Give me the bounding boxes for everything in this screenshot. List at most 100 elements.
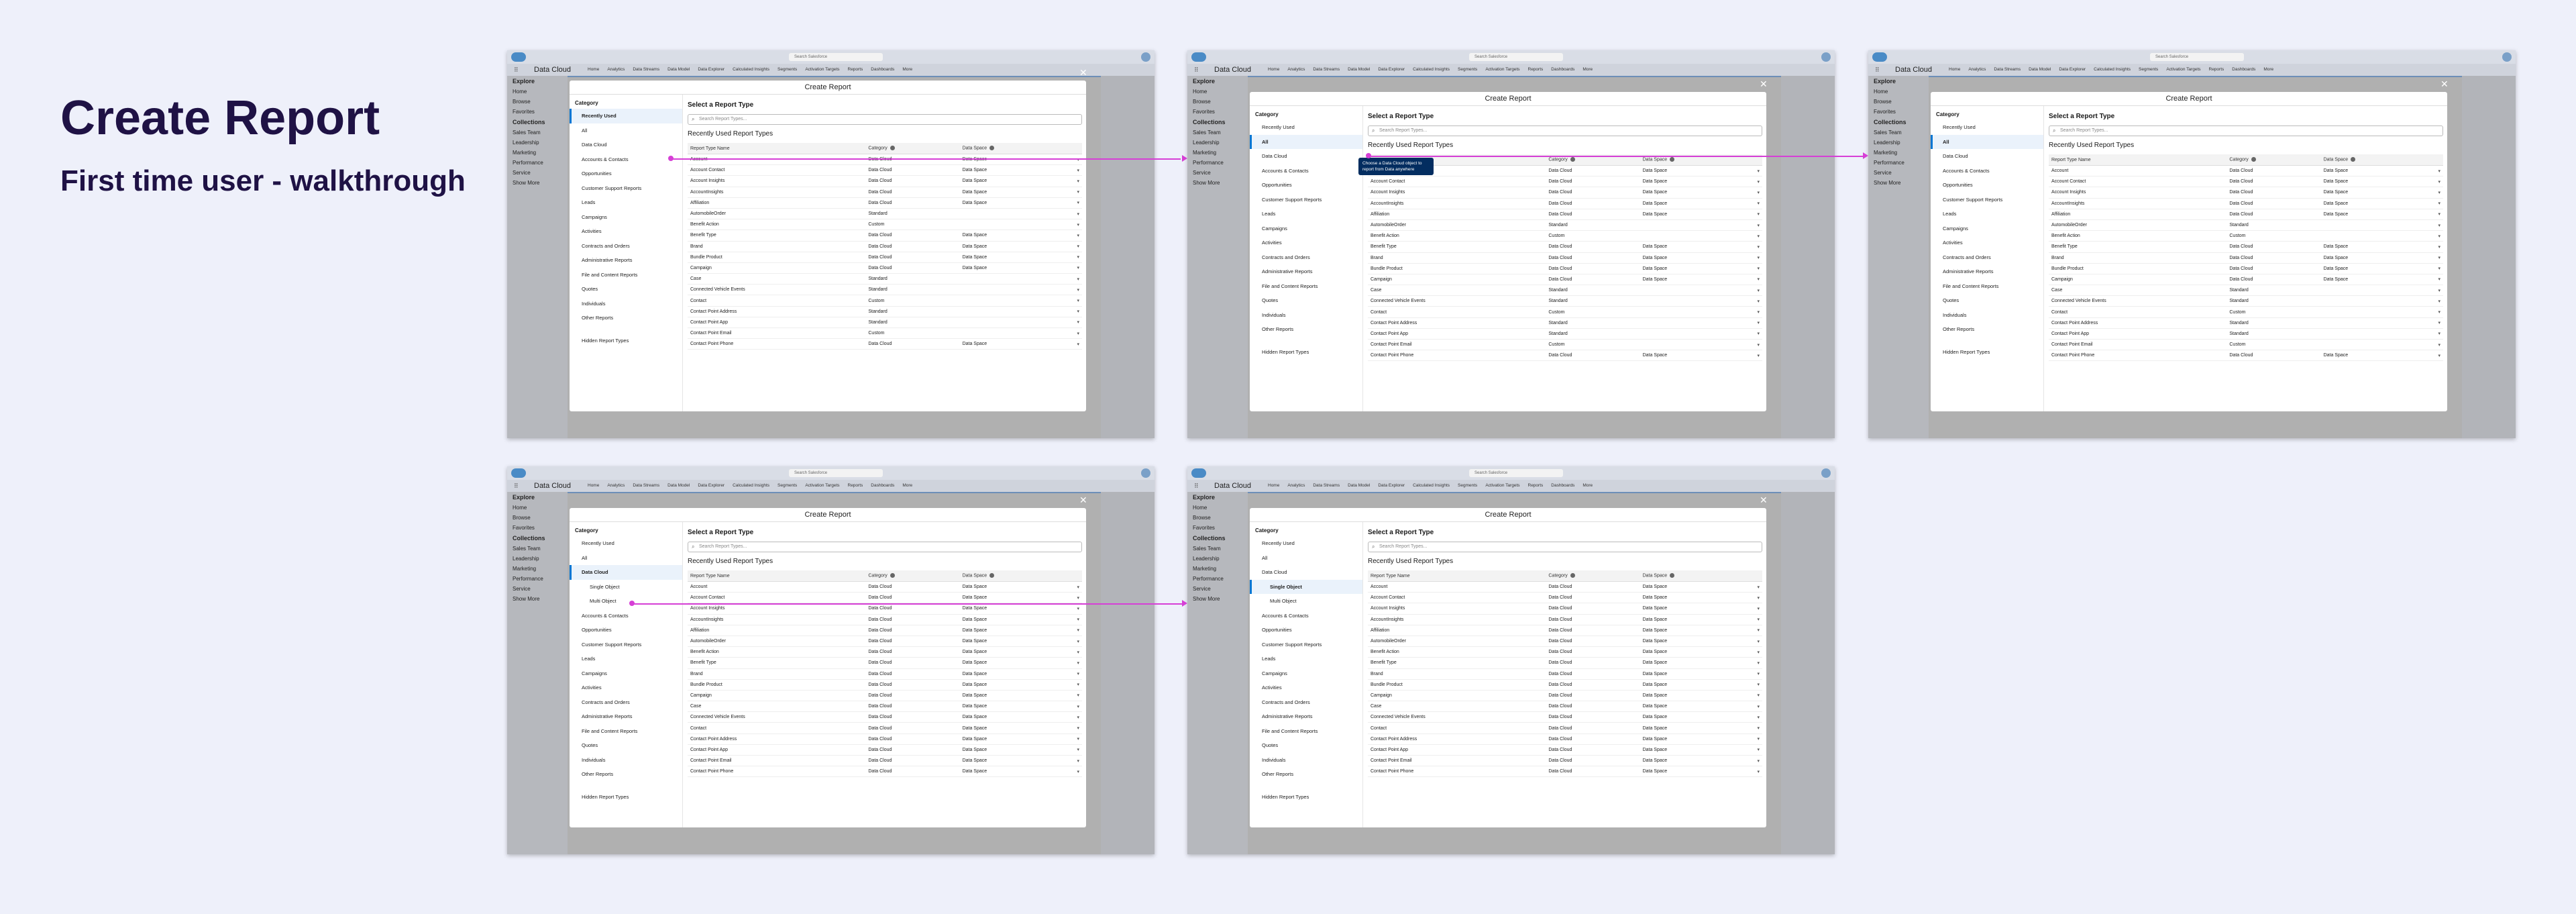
sidebar-item[interactable]: Sales Team xyxy=(513,546,541,552)
table-row[interactable]: Brand Data Cloud Data Space ▾ xyxy=(2049,252,2443,264)
table-row[interactable]: Benefit Action Data Cloud Data Space ▾ xyxy=(1368,646,1762,658)
table-row[interactable]: Account Insights Data Cloud Data Space ▾ xyxy=(1368,187,1762,199)
row-menu-chevron-down-icon[interactable]: ▾ xyxy=(1750,657,1762,669)
sidebar-item[interactable]: Performance xyxy=(513,576,543,582)
category-item[interactable]: Individuals xyxy=(582,756,606,763)
table-row[interactable]: Campaign Data Cloud Data Space ▾ xyxy=(688,262,1082,274)
table-row[interactable]: Campaign Data Cloud Data Space ▾ xyxy=(1368,274,1762,286)
nav-tab[interactable]: Data Streams xyxy=(1313,67,1340,72)
row-menu-chevron-down-icon[interactable]: ▾ xyxy=(1750,295,1762,307)
row-menu-chevron-down-icon[interactable]: ▾ xyxy=(1070,175,1082,187)
table-row[interactable]: Account Contact Data Cloud Data Space ▾ xyxy=(2049,176,2443,188)
row-menu-chevron-down-icon[interactable]: ▾ xyxy=(1750,317,1762,329)
category-item[interactable]: Quotes xyxy=(582,742,598,748)
nav-tab[interactable]: Data Model xyxy=(2029,67,2051,72)
category-item[interactable]: Quotes xyxy=(1262,297,1279,303)
row-menu-chevron-down-icon[interactable]: ▾ xyxy=(2431,339,2443,351)
sidebar-item[interactable]: Favorites xyxy=(1193,109,1215,115)
category-item[interactable]: Activities xyxy=(582,228,602,234)
sidebar-item[interactable]: Service xyxy=(513,170,531,176)
table-row[interactable]: Contact Point App Standard ▾ xyxy=(1368,328,1762,340)
category-item[interactable]: Quotes xyxy=(1943,297,1960,303)
row-menu-chevron-down-icon[interactable]: ▾ xyxy=(2431,252,2443,264)
sidebar-item[interactable]: Show More xyxy=(1193,596,1220,602)
sidebar-item[interactable]: Home xyxy=(1193,89,1208,95)
global-search-input[interactable]: Search Salesforce xyxy=(789,469,883,477)
table-row[interactable]: Brand Data Cloud Data Space ▾ xyxy=(1368,252,1762,264)
category-item[interactable]: Other Reports xyxy=(582,771,614,777)
nav-tab[interactable]: Analytics xyxy=(607,483,625,488)
sidebar-item[interactable]: Home xyxy=(1193,505,1208,511)
sidebar-item[interactable]: Explore xyxy=(1874,78,1896,85)
table-row[interactable]: Affiliation Data Cloud Data Space ▾ xyxy=(1368,209,1762,220)
table-row[interactable]: Account Insights Data Cloud Data Space ▾ xyxy=(688,603,1082,615)
nav-tab[interactable]: Data Model xyxy=(667,483,690,488)
table-row[interactable]: Contact Point App Standard ▾ xyxy=(2049,328,2443,340)
nav-tab[interactable]: Data Model xyxy=(1348,483,1371,488)
nav-tab[interactable]: Home xyxy=(1949,67,1961,72)
nav-tab[interactable]: Home xyxy=(588,67,600,72)
global-search-input[interactable]: Search Salesforce xyxy=(1469,53,1563,61)
nav-tab[interactable]: Reports xyxy=(2208,67,2224,72)
row-menu-chevron-down-icon[interactable]: ▾ xyxy=(2431,306,2443,318)
sidebar-item[interactable]: Performance xyxy=(1874,160,1904,166)
row-menu-chevron-down-icon[interactable]: ▾ xyxy=(2431,209,2443,220)
close-icon[interactable]: ✕ xyxy=(1079,67,1087,78)
category-item[interactable]: Recently Used xyxy=(1262,540,1295,546)
report-type-search-input[interactable]: Search Report Types... xyxy=(2049,125,2443,136)
nav-tab[interactable]: Data Explorer xyxy=(698,483,725,488)
row-menu-chevron-down-icon[interactable]: ▾ xyxy=(1070,657,1082,669)
sidebar-item[interactable]: Leadership xyxy=(513,140,539,146)
sidebar-item[interactable]: Collections xyxy=(1193,119,1226,125)
category-item[interactable]: Customer Support Reports xyxy=(582,641,642,648)
table-row[interactable]: Bundle Product Data Cloud Data Space ▾ xyxy=(1368,679,1762,691)
table-row[interactable]: Contact Point Email Data Cloud Data Space ▾ xyxy=(1368,755,1762,767)
category-item[interactable]: Leads xyxy=(1943,211,1957,217)
row-menu-chevron-down-icon[interactable]: ▾ xyxy=(1750,230,1762,242)
table-row[interactable]: Bundle Product Data Cloud Data Space ▾ xyxy=(2049,263,2443,274)
nav-tab[interactable]: Activation Targets xyxy=(805,67,840,72)
category-item[interactable]: Activities xyxy=(1943,240,1963,246)
category-item[interactable]: Hidden Report Types xyxy=(582,793,629,800)
row-menu-chevron-down-icon[interactable]: ▾ xyxy=(1750,636,1762,648)
category-item[interactable]: Opportunities xyxy=(582,170,612,176)
category-item[interactable]: Multi Object xyxy=(1270,598,1297,604)
nav-tab[interactable]: Dashboards xyxy=(871,483,895,488)
row-menu-chevron-down-icon[interactable]: ▾ xyxy=(1070,164,1082,176)
nav-tab[interactable]: Home xyxy=(1268,67,1280,72)
row-menu-chevron-down-icon[interactable]: ▾ xyxy=(1750,646,1762,658)
row-menu-chevron-down-icon[interactable]: ▾ xyxy=(1750,165,1762,177)
row-menu-chevron-down-icon[interactable]: ▾ xyxy=(2431,219,2443,232)
category-item[interactable]: Quotes xyxy=(1262,742,1279,748)
table-row[interactable]: AccountInsights Data Cloud Data Space ▾ xyxy=(688,187,1082,198)
row-menu-chevron-down-icon[interactable]: ▾ xyxy=(1070,262,1082,274)
global-search-input[interactable]: Search Salesforce xyxy=(2150,53,2244,61)
table-row[interactable]: Brand Data Cloud Data Space ▾ xyxy=(688,241,1082,252)
table-row[interactable]: Case Standard ▾ xyxy=(1368,285,1762,297)
table-row[interactable]: Case Data Cloud Data Space ▾ xyxy=(1368,701,1762,713)
row-menu-chevron-down-icon[interactable]: ▾ xyxy=(1070,241,1082,252)
table-row[interactable]: Benefit Action Custom ▾ xyxy=(688,219,1082,231)
sidebar-item[interactable]: Show More xyxy=(513,596,540,602)
table-row[interactable]: Connected Vehicle Events Data Cloud Data S… xyxy=(688,711,1082,723)
nav-tab[interactable]: Segments xyxy=(777,67,798,72)
sidebar-item[interactable]: Favorites xyxy=(513,525,535,531)
table-row[interactable]: Brand Data Cloud Data Space ▾ xyxy=(1368,668,1762,680)
category-item[interactable]: Customer Support Reports xyxy=(1943,196,2003,203)
category-item[interactable]: All xyxy=(582,127,588,134)
sidebar-item[interactable]: Explore xyxy=(513,78,535,85)
category-item[interactable]: Leads xyxy=(582,199,596,205)
row-menu-chevron-down-icon[interactable]: ▾ xyxy=(1750,187,1762,199)
close-icon[interactable]: ✕ xyxy=(1079,495,1087,505)
nav-tab[interactable]: Calculated Insights xyxy=(733,67,770,72)
category-item[interactable]: All xyxy=(1250,134,1362,149)
table-row[interactable]: Benefit Type Data Cloud Data Space ▾ xyxy=(1368,241,1762,253)
row-menu-chevron-down-icon[interactable]: ▾ xyxy=(1750,733,1762,745)
sidebar-item[interactable]: Collections xyxy=(513,119,545,125)
row-menu-chevron-down-icon[interactable]: ▾ xyxy=(1750,755,1762,767)
row-menu-chevron-down-icon[interactable]: ▾ xyxy=(1070,711,1082,723)
sidebar-item[interactable]: Home xyxy=(1874,89,1888,95)
row-menu-chevron-down-icon[interactable]: ▾ xyxy=(1750,252,1762,264)
category-item[interactable]: Data Cloud xyxy=(1943,153,1968,159)
table-row[interactable]: Contact Point Address Data Cloud Data Spac… xyxy=(688,733,1082,745)
